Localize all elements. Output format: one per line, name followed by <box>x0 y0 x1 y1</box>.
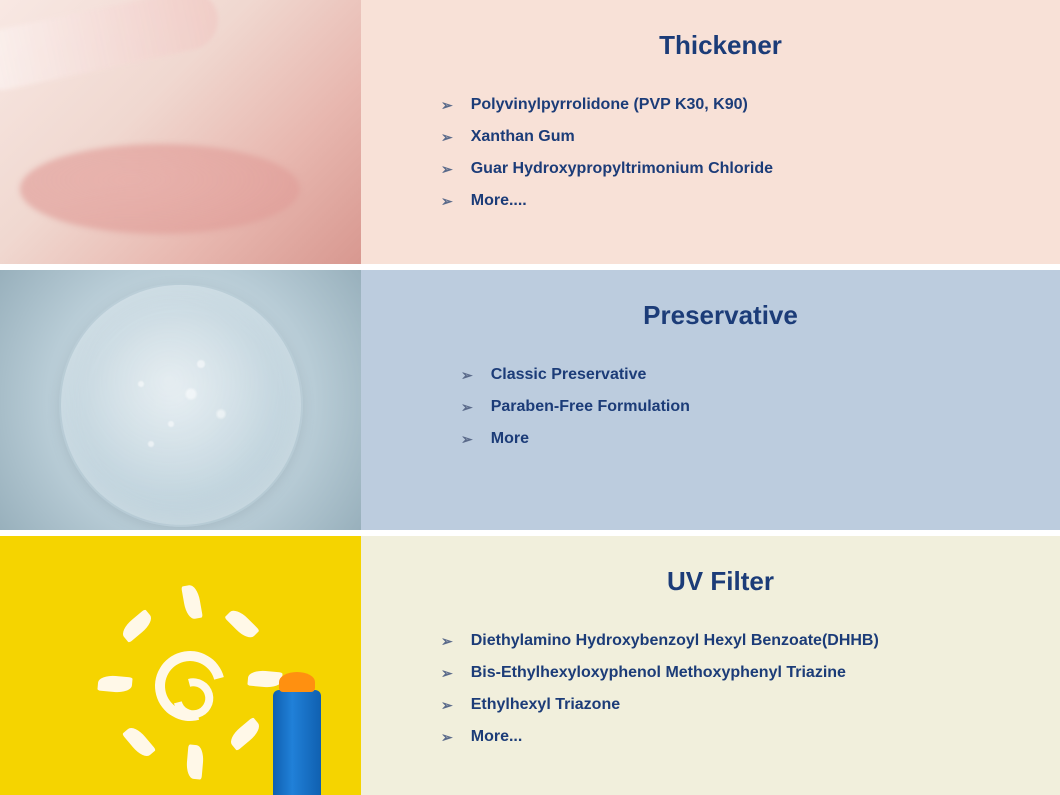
item-label: Diethylamino Hydroxybenzoyl Hexyl Benzoa… <box>471 632 879 650</box>
chevron-right-icon: ➢ <box>441 193 453 210</box>
item-label: Paraben-Free Formulation <box>491 398 690 416</box>
list-item: ➢ Polyvinylpyrrolidone (PVP K30, K90) <box>441 89 1020 121</box>
list-item: ➢ Paraben-Free Formulation <box>461 391 1020 423</box>
list-item: ➢ More <box>461 423 1020 455</box>
section-uvfilter: UV Filter ➢ Diethylamino Hydroxybenzoyl H… <box>0 536 1060 795</box>
item-label: More... <box>471 728 523 746</box>
chevron-right-icon: ➢ <box>441 665 453 682</box>
chevron-right-icon: ➢ <box>461 367 473 384</box>
preservative-text-panel: Preservative ➢ Classic Preservative ➢ Para… <box>361 270 1060 530</box>
item-label: More <box>491 430 529 448</box>
uvfilter-text-panel: UV Filter ➢ Diethylamino Hydroxybenzoyl H… <box>361 536 1060 795</box>
list-item: ➢ Guar Hydroxypropyltrimonium Chloride <box>441 153 1020 185</box>
uvfilter-image <box>0 536 361 795</box>
section-preservative: Preservative ➢ Classic Preservative ➢ Para… <box>0 270 1060 530</box>
sunscreen-tube-icon <box>273 690 321 795</box>
item-label: Polyvinylpyrrolidone (PVP K30, K90) <box>471 96 748 114</box>
item-label: Ethylhexyl Triazone <box>471 696 620 714</box>
list-item: ➢ Classic Preservative <box>461 359 1020 391</box>
chevron-right-icon: ➢ <box>441 729 453 746</box>
preservative-items: ➢ Classic Preservative ➢ Paraben-Free Form… <box>421 359 1020 455</box>
chevron-right-icon: ➢ <box>461 431 473 448</box>
chevron-right-icon: ➢ <box>441 161 453 178</box>
list-item: ➢ Xanthan Gum <box>441 121 1020 153</box>
chevron-right-icon: ➢ <box>441 633 453 650</box>
uvfilter-items: ➢ Diethylamino Hydroxybenzoyl Hexyl Benzo… <box>421 625 1020 753</box>
item-label: Bis-Ethylhexyloxyphenol Methoxyphenyl Tr… <box>471 664 846 682</box>
list-item: ➢ More... <box>441 721 1020 753</box>
list-item: ➢ Ethylhexyl Triazone <box>441 689 1020 721</box>
chevron-right-icon: ➢ <box>441 97 453 114</box>
list-item: ➢ More.... <box>441 185 1020 217</box>
chevron-right-icon: ➢ <box>461 399 473 416</box>
chevron-right-icon: ➢ <box>441 697 453 714</box>
item-label: Xanthan Gum <box>471 128 575 146</box>
item-label: More.... <box>471 192 527 210</box>
list-item: ➢ Bis-Ethylhexyloxyphenol Methoxyphenyl T… <box>441 657 1020 689</box>
list-item: ➢ Diethylamino Hydroxybenzoyl Hexyl Benzo… <box>441 625 1020 657</box>
thickener-title: Thickener <box>421 30 1020 61</box>
chevron-right-icon: ➢ <box>441 129 453 146</box>
thickener-items: ➢ Polyvinylpyrrolidone (PVP K30, K90) ➢ Xa… <box>421 89 1020 217</box>
thickener-text-panel: Thickener ➢ Polyvinylpyrrolidone (PVP K30… <box>361 0 1060 264</box>
thickener-image <box>0 0 361 264</box>
preservative-image <box>0 270 361 530</box>
item-label: Guar Hydroxypropyltrimonium Chloride <box>471 160 773 178</box>
item-label: Classic Preservative <box>491 366 647 384</box>
sun-icon <box>142 638 238 734</box>
preservative-title: Preservative <box>421 300 1020 331</box>
section-thickener: Thickener ➢ Polyvinylpyrrolidone (PVP K30… <box>0 0 1060 264</box>
uvfilter-title: UV Filter <box>421 566 1020 597</box>
